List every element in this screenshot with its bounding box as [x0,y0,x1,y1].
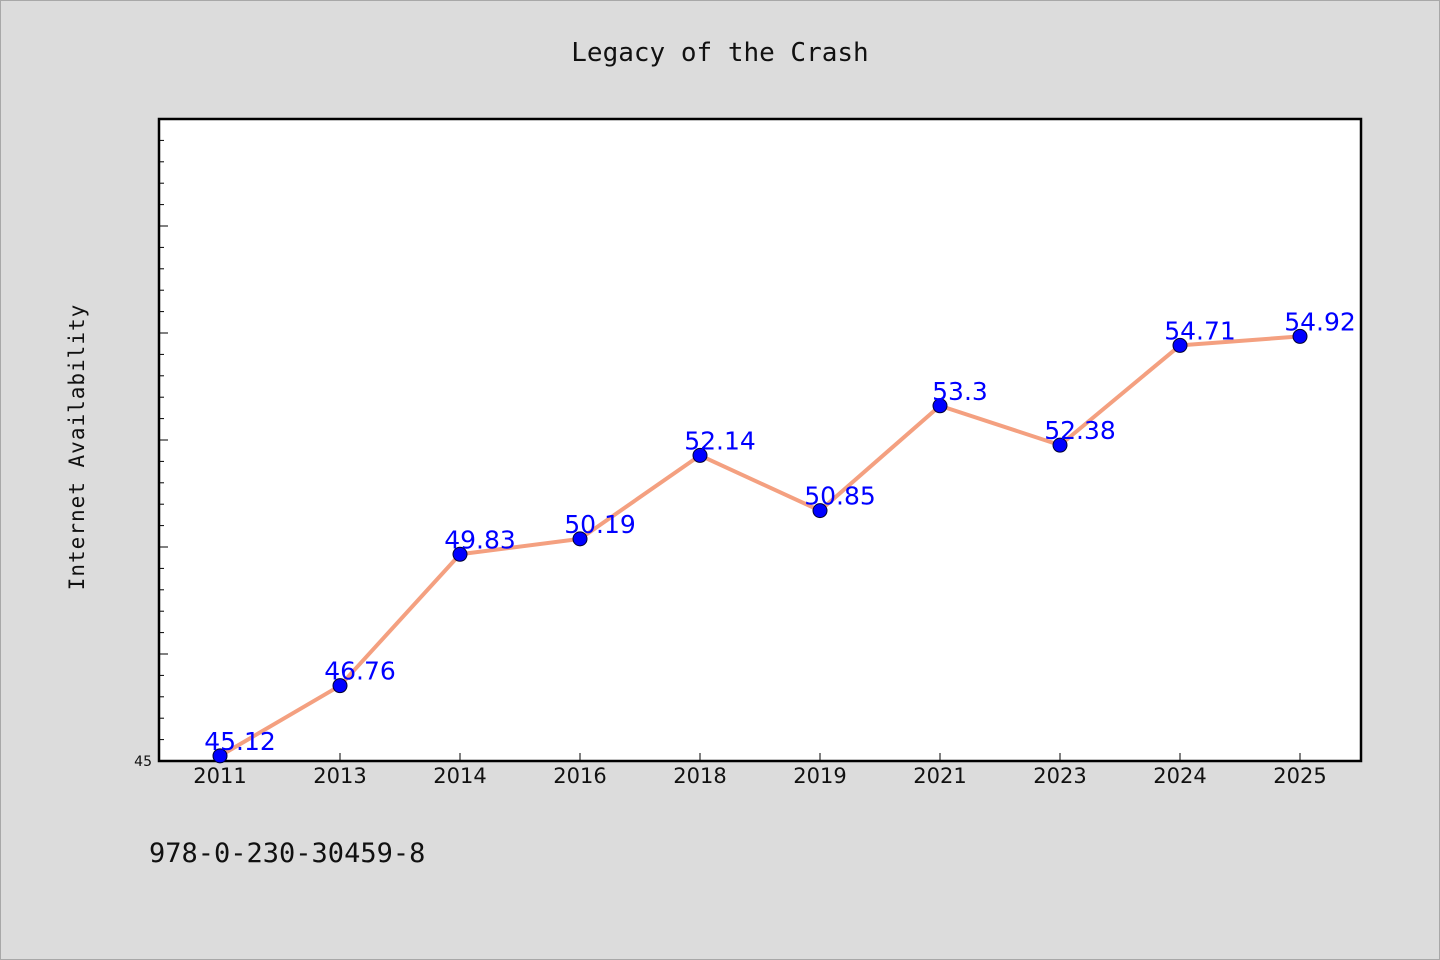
x-axis-ticks: 2011 2013 2014 2016 2018 2019 2021 2023 2024 2025 [193,753,1327,788]
x-tick-label: 2023 [1033,764,1086,788]
data-label: 50.85 [804,482,876,511]
x-tick-label: 2025 [1273,764,1326,788]
data-point [1292,328,1308,344]
plot-area [157,117,1363,763]
data-label: 54.92 [1284,307,1356,336]
data-point [572,531,588,547]
data-point [332,678,348,694]
x-tick-label: 2014 [433,764,486,788]
data-label: 46.76 [324,657,396,686]
data-point [932,398,948,414]
data-label: 45.12 [204,727,276,756]
y-axis-label: Internet Availability [65,304,89,591]
x-tick-label: 2019 [793,764,846,788]
data-point [692,447,708,463]
y-axis-ticks: 45 [134,139,168,770]
series-group: 45.12 46.76 49.83 50.19 52.14 50.85 53.3 52.38 5… [204,307,1356,764]
data-point [1052,437,1068,453]
data-label: 53.3 [932,377,988,406]
data-point [812,503,828,519]
data-point [1172,337,1188,353]
isbn-text: 978-0-230-30459-8 [149,838,425,869]
x-tick-label: 2018 [673,764,726,788]
data-point [452,546,468,562]
x-tick-label: 2024 [1153,764,1206,788]
x-tick-label: 2021 [913,764,966,788]
y-tick-label: 45 [134,754,152,770]
data-label: 52.14 [684,426,756,455]
data-point [212,748,228,764]
data-label: 50.19 [564,510,636,539]
x-tick-label: 2016 [553,764,606,788]
chart-title: Legacy of the Crash [571,38,868,68]
series-line [218,334,1301,758]
x-tick-label: 2013 [313,764,366,788]
data-label: 49.83 [444,525,516,554]
data-label: 54.71 [1164,316,1236,345]
x-tick-label: 2011 [193,764,246,788]
data-label: 52.38 [1044,416,1116,445]
